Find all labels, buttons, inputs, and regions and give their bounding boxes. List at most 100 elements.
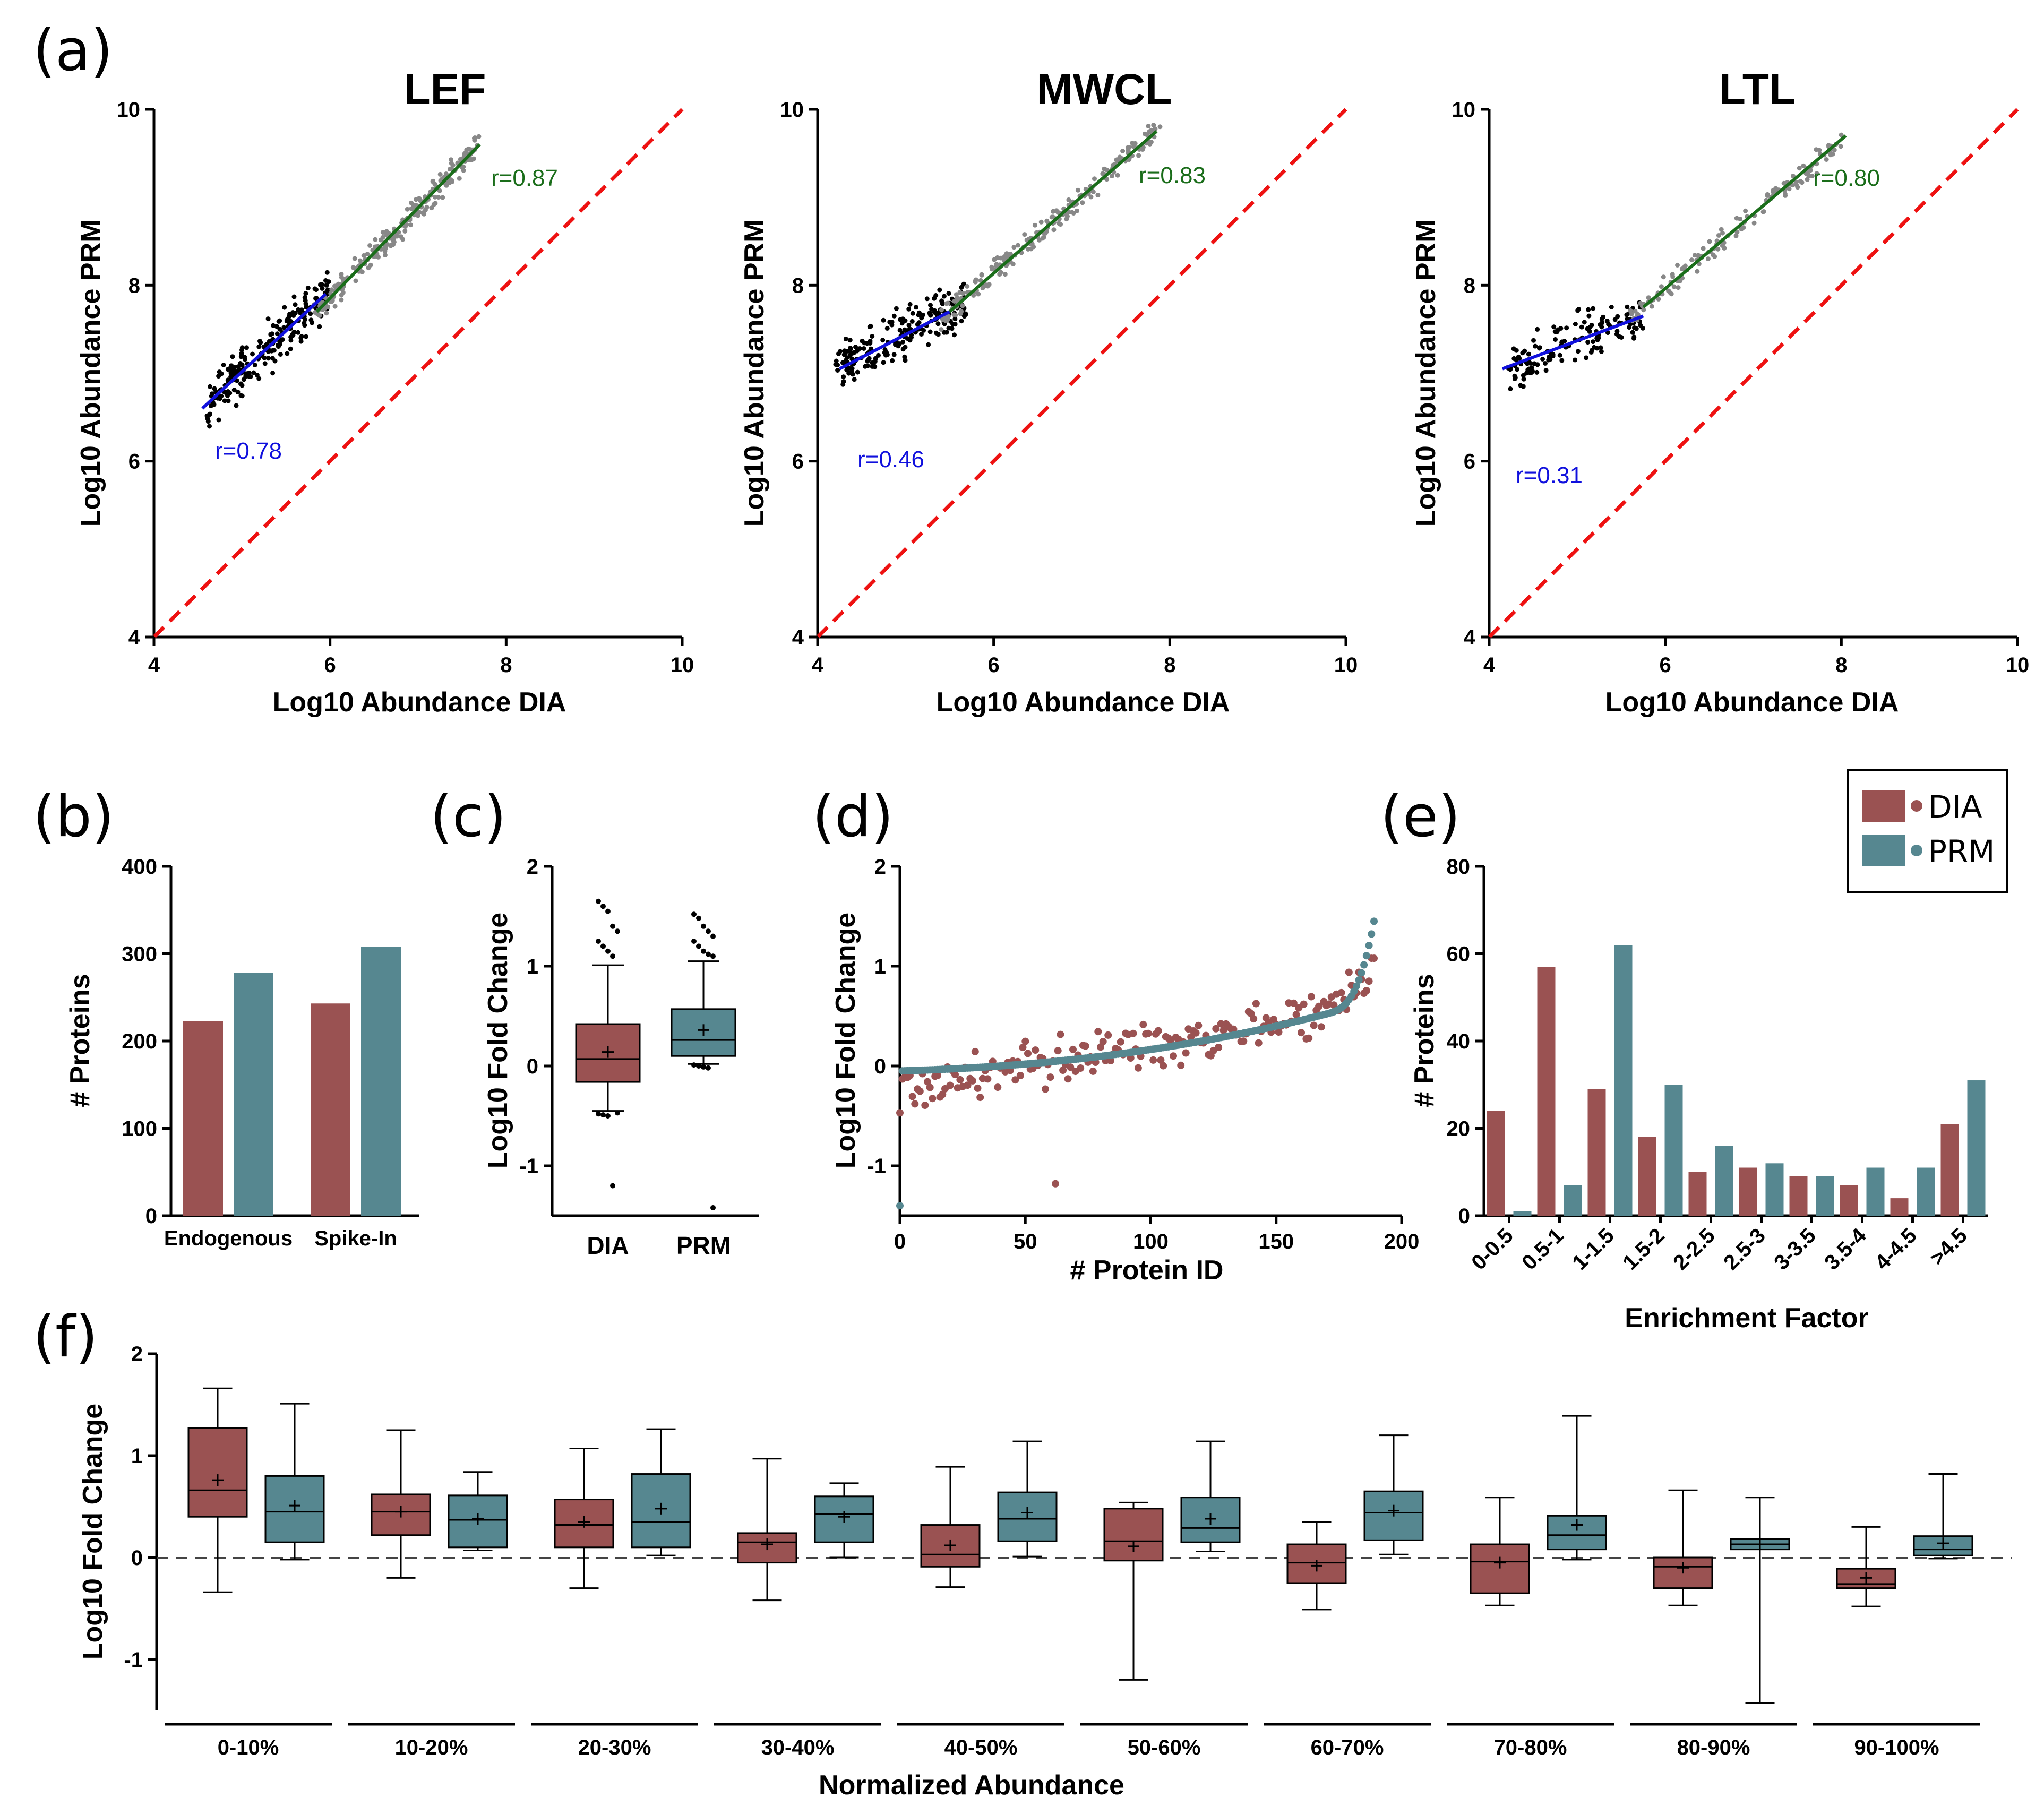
e-bar-prm	[1513, 1211, 1532, 1216]
d-point-dia	[1337, 988, 1345, 996]
b-bar-prm	[361, 947, 401, 1216]
a3-point-endogenous	[1559, 358, 1565, 363]
d-point-dia	[933, 1071, 941, 1079]
e-bar-dia	[1688, 1172, 1707, 1216]
a1-point-spike_in	[466, 146, 471, 151]
a3-point-spike_in	[1719, 227, 1724, 232]
a1-ytick-label: 8	[128, 274, 140, 297]
a1-point-endogenous	[282, 305, 287, 310]
b-ytick-label: 200	[122, 1030, 157, 1053]
f-ytick-label: 2	[131, 1343, 143, 1366]
a2-point-spike_in	[939, 307, 944, 313]
c-outlier	[600, 943, 606, 949]
a1-point-endogenous	[247, 374, 252, 379]
a1-point-endogenous	[234, 403, 239, 408]
c-outlier	[605, 1113, 611, 1119]
a1-point-spike_in	[415, 213, 420, 218]
b-ytick-label: 400	[122, 855, 157, 879]
a2-point-endogenous	[846, 371, 852, 376]
a2-point-endogenous	[880, 338, 886, 343]
a3-point-spike_in	[1695, 269, 1700, 274]
a3-point-spike_in	[1676, 285, 1681, 290]
a2-point-endogenous	[843, 336, 848, 341]
a2-point-endogenous	[939, 299, 944, 305]
a2-points	[833, 123, 1163, 387]
a3-point-spike_in	[1787, 186, 1792, 192]
a3-point-spike_in	[1677, 278, 1682, 283]
a2-point-endogenous	[927, 311, 932, 316]
a1-point-endogenous	[270, 371, 276, 376]
a2-identity-line	[816, 108, 1347, 639]
a2-point-spike_in	[992, 257, 997, 262]
c-outlier	[710, 933, 716, 939]
d-point-dia	[1094, 1028, 1102, 1036]
a2-point-spike_in	[952, 298, 957, 304]
e-xtick-label: 2-2.5	[1669, 1224, 1720, 1275]
a1-point-spike_in	[409, 200, 414, 205]
a2-point-spike_in	[998, 255, 1003, 261]
d-point-dia	[1117, 1038, 1124, 1046]
d-point-dia	[1139, 1020, 1147, 1028]
a2-point-spike_in	[998, 270, 1003, 275]
a3-point-endogenous	[1591, 306, 1596, 311]
d-point-dia	[1099, 1038, 1107, 1045]
a2-point-spike_in	[1157, 124, 1163, 130]
a1-point-endogenous	[225, 377, 230, 383]
a2-point-spike_in	[1115, 173, 1120, 178]
d-point-dia	[1192, 1029, 1200, 1037]
a1-points	[204, 134, 482, 429]
a3-title: LTL	[1719, 65, 1796, 114]
a3-point-spike_in	[1782, 191, 1788, 196]
d-point-dia	[1330, 1001, 1338, 1009]
b-bar-dia	[311, 1003, 350, 1216]
a2-point-spike_in	[1015, 243, 1020, 248]
a2-point-endogenous	[927, 329, 933, 334]
d-point-dia	[1182, 1049, 1190, 1057]
d-point-prm	[896, 1202, 904, 1210]
a3-point-spike_in	[1646, 295, 1651, 300]
f-group-label: 90-100%	[1854, 1736, 1939, 1759]
a1-point-endogenous	[231, 388, 237, 393]
a1-point-endogenous	[298, 336, 304, 340]
d-point-dia	[908, 1093, 916, 1100]
d-ytick-label: 0	[874, 1055, 886, 1078]
a2-point-spike_in	[939, 327, 944, 332]
e-xtick-label: 1.5-2	[1618, 1224, 1669, 1275]
a1-point-spike_in	[447, 167, 452, 172]
d-ytick-label: 2	[874, 855, 886, 879]
a2-point-endogenous	[959, 285, 964, 290]
a3-point-endogenous	[1543, 361, 1548, 366]
a1-point-endogenous	[225, 367, 230, 372]
a2-point-spike_in	[1088, 194, 1094, 200]
a1-point-endogenous	[219, 393, 224, 399]
f-dia-3-box	[737, 1532, 797, 1564]
d-point-dia	[1365, 977, 1373, 985]
e-bar-prm	[1866, 1167, 1885, 1216]
a2-ytick-label: 6	[792, 450, 804, 474]
a2-point-spike_in	[1090, 189, 1096, 194]
a2-point-spike_in	[951, 312, 957, 317]
a3-point-spike_in	[1705, 256, 1711, 262]
d-point-prm	[1362, 952, 1370, 960]
a1-point-spike_in	[432, 194, 437, 200]
d-point-dia	[1081, 1042, 1089, 1050]
a3-point-endogenous	[1564, 325, 1569, 331]
f-group-label: 40-50%	[944, 1736, 1018, 1759]
a2-point-endogenous	[850, 372, 855, 377]
a2-point-spike_in	[1064, 217, 1069, 222]
a1-point-endogenous	[298, 339, 304, 344]
d-point-dia	[984, 1075, 992, 1083]
a1-point-spike_in	[382, 253, 388, 257]
a3-point-endogenous	[1575, 349, 1581, 354]
a1-point-spike_in	[391, 238, 396, 244]
a1-ylabel: Log10 Abundance PRM	[75, 220, 106, 527]
d-point-dia	[1292, 1011, 1300, 1019]
a3-point-endogenous	[1557, 352, 1562, 358]
a2-point-endogenous	[900, 347, 906, 352]
a3-point-spike_in	[1656, 296, 1661, 302]
f-group-label: 20-30%	[578, 1736, 651, 1759]
a2-point-spike_in	[1029, 242, 1035, 247]
a1-point-endogenous	[296, 307, 301, 312]
a1-point-endogenous	[288, 334, 294, 340]
a2-point-endogenous	[881, 360, 886, 365]
